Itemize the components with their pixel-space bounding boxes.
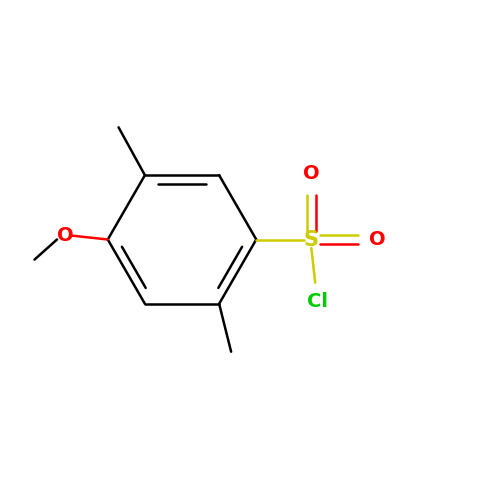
Text: O: O [303,164,319,183]
Text: S: S [304,229,319,250]
Text: O: O [57,226,74,245]
Text: O: O [369,230,385,249]
Text: Cl: Cl [307,292,328,311]
